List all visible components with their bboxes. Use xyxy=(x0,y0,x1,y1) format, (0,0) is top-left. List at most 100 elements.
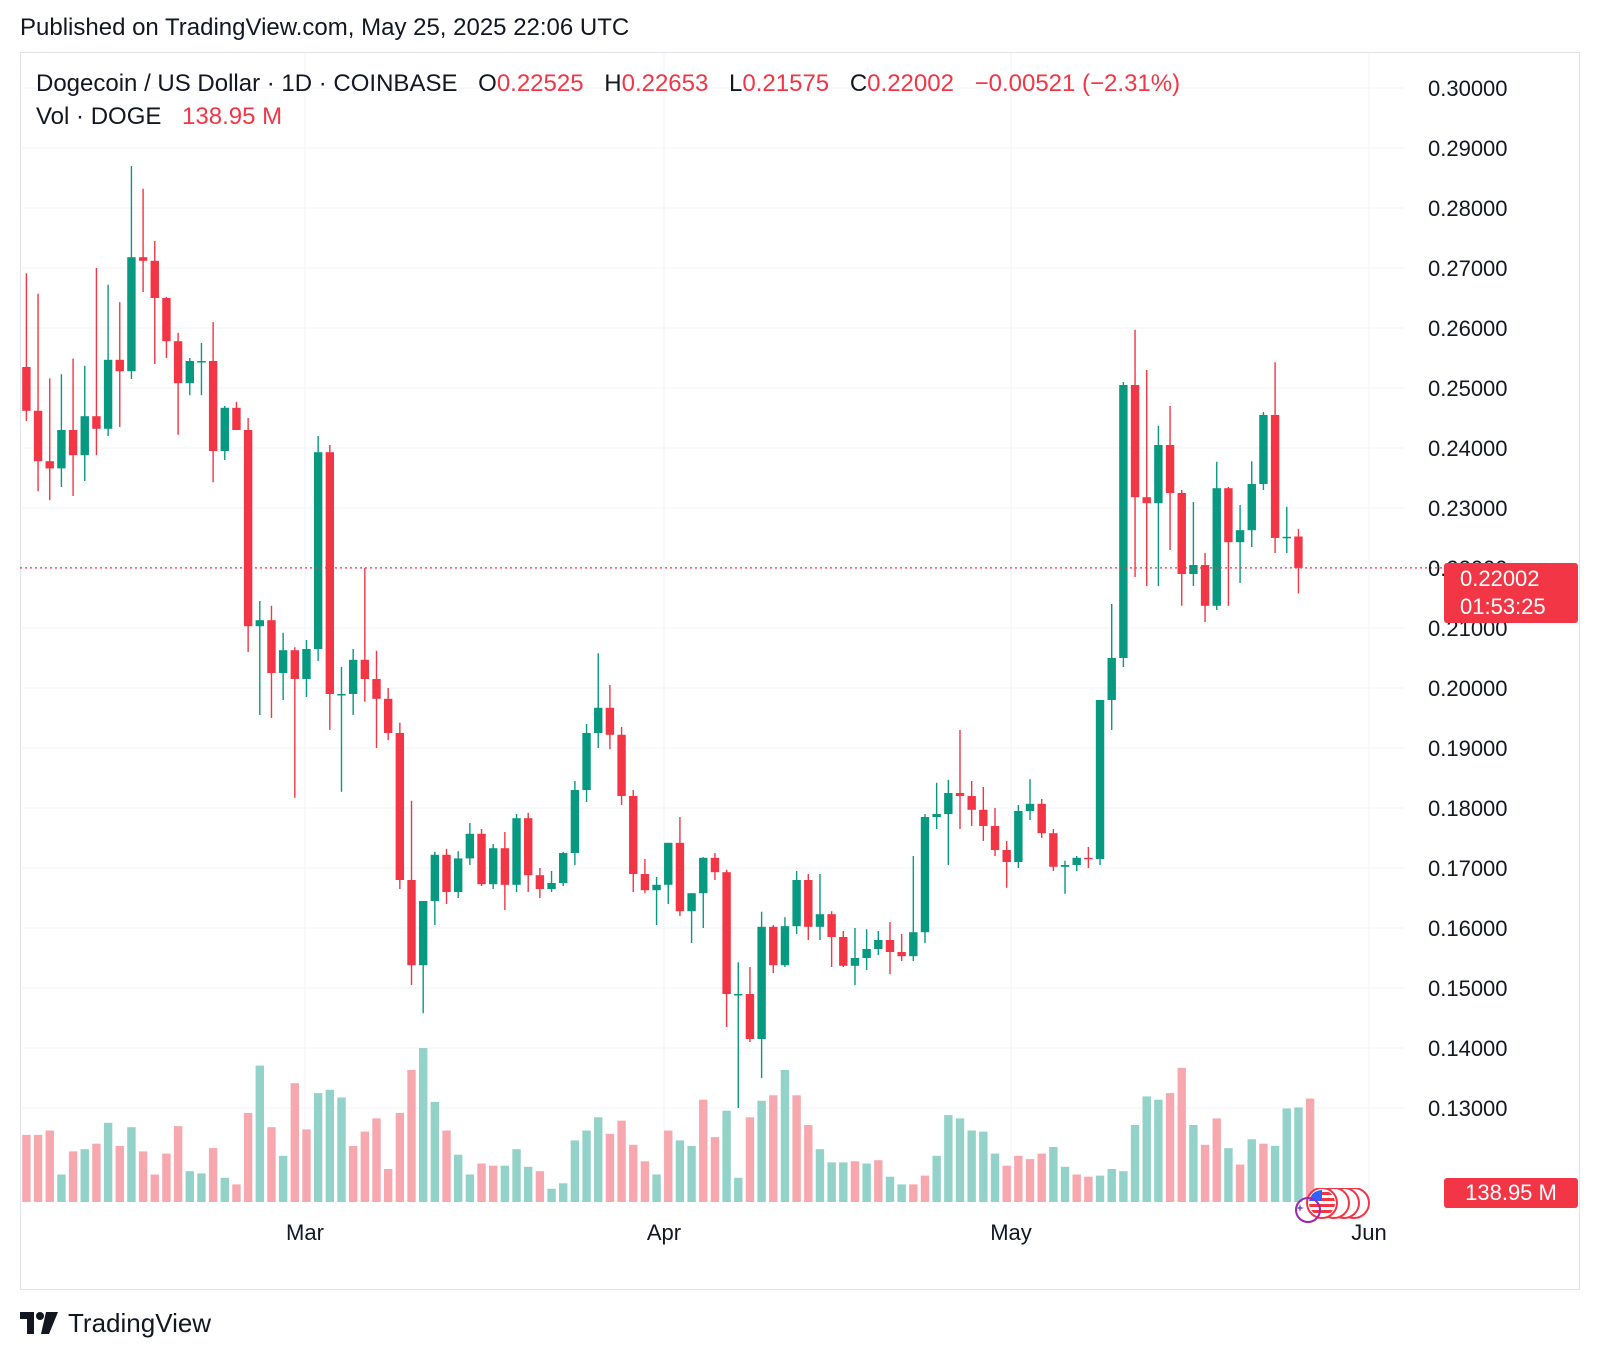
candle-body xyxy=(255,620,264,627)
y-tick-label: 0.18000 xyxy=(1428,796,1508,821)
candle-body xyxy=(325,452,335,694)
volume-bar xyxy=(1107,1169,1116,1202)
volume-bar xyxy=(1247,1139,1256,1202)
candle xyxy=(255,601,264,715)
candle-body xyxy=(407,880,416,966)
candle-body xyxy=(290,650,300,679)
candle xyxy=(278,632,288,700)
candle-body xyxy=(348,659,358,694)
volume-bar xyxy=(932,1155,941,1202)
volume-bar xyxy=(92,1143,101,1202)
candle xyxy=(430,851,440,925)
volume-bar xyxy=(453,1154,463,1202)
volume-bar xyxy=(687,1145,696,1202)
candle-body xyxy=(453,858,463,892)
candle-body xyxy=(1142,497,1151,504)
candle-body xyxy=(897,952,906,957)
candle-body xyxy=(337,694,346,696)
y-tick-label: 0.30000 xyxy=(1428,76,1508,101)
candle xyxy=(570,781,580,865)
candle-body xyxy=(1212,488,1221,606)
volume-bar xyxy=(792,1095,801,1202)
candle-body xyxy=(92,416,101,429)
volume-bar xyxy=(1025,1159,1035,1202)
candle xyxy=(874,931,883,955)
volume-bar xyxy=(1072,1174,1081,1202)
candle-body xyxy=(80,416,89,456)
volume-value: 138.95 M xyxy=(182,103,283,130)
candle-body xyxy=(243,430,253,627)
tradingview-logo[interactable]: TradingView xyxy=(20,1306,211,1340)
x-tick-label: May xyxy=(990,1220,1032,1245)
volume-bar xyxy=(664,1130,673,1202)
volume-bar xyxy=(1212,1118,1221,1202)
us-flag-icon xyxy=(1295,1188,1370,1223)
volume-bar xyxy=(815,1149,825,1202)
volume-bar xyxy=(150,1174,159,1202)
volume-bar xyxy=(570,1140,580,1202)
candle-body xyxy=(687,893,696,912)
volume-bar xyxy=(839,1162,848,1202)
volume-bar xyxy=(850,1161,860,1202)
economic-events-icon[interactable] xyxy=(1290,1188,1390,1224)
candle xyxy=(1130,329,1140,577)
volume-bar xyxy=(652,1174,661,1202)
candle xyxy=(1154,425,1163,586)
candle-body xyxy=(1049,833,1058,867)
volume-bar xyxy=(197,1173,206,1202)
volume-bar xyxy=(278,1155,288,1202)
volume-bar xyxy=(559,1183,568,1202)
grid-lines xyxy=(20,53,1404,1204)
candle xyxy=(407,800,416,985)
candle xyxy=(920,814,930,943)
candle xyxy=(1025,779,1035,820)
candle-body xyxy=(512,818,521,885)
candle-body xyxy=(185,361,194,384)
candle-body xyxy=(640,874,650,891)
candle xyxy=(395,722,405,889)
candle xyxy=(80,365,89,481)
candle xyxy=(1037,799,1046,838)
volume-bar xyxy=(955,1118,965,1202)
candle xyxy=(1294,528,1303,594)
volume-badge: 138.95 M xyxy=(1444,1178,1578,1208)
volume-bar xyxy=(22,1134,31,1202)
candle-body xyxy=(465,833,475,859)
candle-body xyxy=(500,848,510,885)
volume-bar xyxy=(465,1174,475,1202)
candle xyxy=(757,911,766,1078)
volume-bar xyxy=(1177,1067,1186,1202)
candle xyxy=(92,268,101,456)
volume-bar xyxy=(979,1131,988,1202)
candle xyxy=(862,929,871,970)
high-label: H xyxy=(604,70,622,97)
x-tick-label: Jun xyxy=(1351,1220,1386,1245)
candle-body xyxy=(839,937,848,966)
candle xyxy=(1095,700,1105,865)
volume-bar xyxy=(874,1160,883,1202)
candle xyxy=(22,273,31,421)
candle xyxy=(418,901,428,1014)
volume-bar xyxy=(1270,1145,1280,1202)
y-tick-label: 0.19000 xyxy=(1428,736,1508,761)
candle xyxy=(1212,461,1221,610)
candle-body xyxy=(1084,857,1093,860)
candle xyxy=(990,808,1000,856)
candle xyxy=(897,934,906,961)
candle-body xyxy=(967,796,976,810)
candle-body xyxy=(162,298,171,342)
candle xyxy=(640,859,650,894)
candle-body xyxy=(1294,536,1303,568)
volume-bar xyxy=(103,1122,113,1202)
candle-body xyxy=(115,359,124,372)
volume-bar xyxy=(745,1117,755,1202)
candle-body xyxy=(617,734,626,796)
candle-body xyxy=(127,257,136,372)
candle-body xyxy=(1235,530,1245,543)
volume-bar xyxy=(220,1177,229,1202)
volume-bar xyxy=(407,1070,416,1202)
volume-bar xyxy=(1200,1144,1210,1202)
volume-bar xyxy=(769,1095,778,1202)
candle xyxy=(208,322,218,483)
